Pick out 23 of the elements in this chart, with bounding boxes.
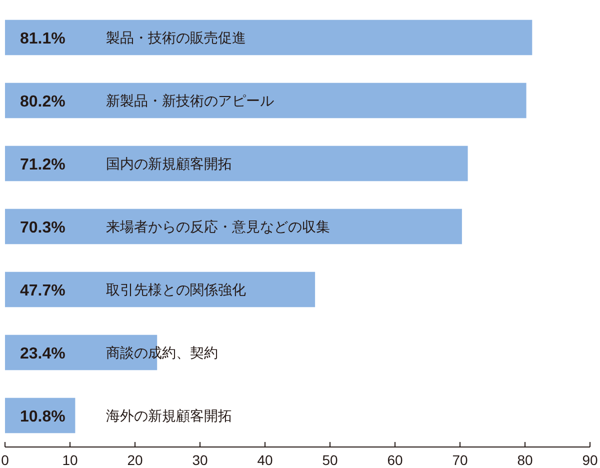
data-label: 47.7% <box>20 282 66 300</box>
data-label: 71.2% <box>20 156 66 174</box>
x-tick-label: 70 <box>452 452 468 468</box>
x-tick-label: 40 <box>257 452 273 468</box>
x-tick-label: 90 <box>582 452 598 468</box>
y-tick-label: 新製品・新技術のアピール <box>106 92 274 108</box>
x-tick-label: 30 <box>192 452 208 468</box>
x-tick-label: 10 <box>62 452 78 468</box>
y-tick-label: 来場者からの反応・意見などの収集 <box>106 218 330 234</box>
x-tick-label: 0 <box>1 452 10 468</box>
y-tick-label: 取引先様との関係強化 <box>106 282 246 298</box>
data-label: 23.4% <box>20 346 66 362</box>
x-tick-label: 80 <box>517 452 533 468</box>
data-label: 81.1% <box>20 30 66 48</box>
y-tick-label: 国内の新規顧客開拓 <box>106 156 232 172</box>
data-label: 10.8% <box>20 408 66 426</box>
x-tick-label: 20 <box>127 452 143 468</box>
y-tick-label: 製品・技術の販売促進 <box>106 30 246 46</box>
data-label: 80.2% <box>20 94 66 110</box>
y-tick-label: 海外の新規顧客開拓 <box>106 408 232 424</box>
data-label: 70.3% <box>20 220 66 236</box>
x-tick-label: 60 <box>387 452 403 468</box>
x-tick-label: 50 <box>322 452 338 468</box>
